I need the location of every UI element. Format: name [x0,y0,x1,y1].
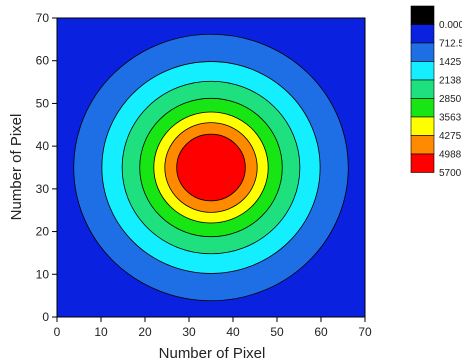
legend-label: 4988 [439,150,462,161]
legend-swatch [410,24,435,44]
y-tick-label: 60 [36,54,50,68]
plot-frame [56,17,366,318]
x-tick-label: 70 [358,325,372,339]
y-tick-label: 10 [36,267,50,281]
x-tick-label: 60 [314,325,328,339]
legend-swatch [410,116,435,136]
y-axis-title: Number of Pixel [8,114,25,221]
legend-label: 3563 [439,113,462,124]
axes: 0 10 20 30 40 50 60 70 0 10 20 30 40 50 60 70 [36,11,372,339]
legend-label: 4275 [439,131,462,142]
x-axis-title: Number of Pixel [159,345,266,362]
contour-ring-7 [176,133,246,202]
y-tick-label: 50 [36,96,50,110]
legend-label: 1425 [439,57,462,68]
legend-swatch [410,135,435,155]
y-tick-label: 20 [36,225,50,239]
y-tick-label: 40 [36,139,50,153]
contour-rings [73,33,349,302]
legend-swatch [410,61,435,81]
x-tick-label: 50 [270,325,284,339]
y-tick-label: 70 [36,11,50,25]
x-tick-label: 20 [138,325,152,339]
legend-swatch [410,98,435,118]
legend-swatch [410,5,435,25]
x-tick-label: 30 [182,325,196,339]
legend-swatch [410,153,435,173]
y-tick-label: 30 [36,182,50,196]
y-tick-label: 0 [42,310,49,324]
plot-area [57,18,365,317]
legend-label: 2850 [439,94,462,105]
legend-label: 2138 [439,76,462,87]
x-tick-label: 40 [226,325,240,339]
legend-label: 0.000 [439,20,462,31]
legend-label: 5700 [439,168,462,179]
legend-swatch [410,79,435,99]
legend-label: 712.5 [439,39,462,50]
legend: 0.000 712.5 1425 2138 2850 3563 4275 4988 5700 [410,5,462,179]
x-tick-label: 10 [94,325,108,339]
x-tick-label: 0 [54,325,61,339]
legend-swatch [410,42,435,62]
